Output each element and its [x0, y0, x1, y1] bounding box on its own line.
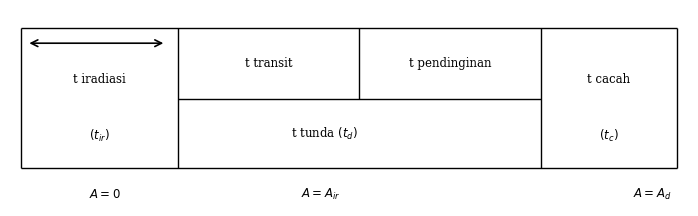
Text: t iradiasi: t iradiasi [73, 73, 126, 86]
Text: $(t_c)$: $(t_c)$ [599, 128, 619, 144]
Text: t cacah: t cacah [588, 73, 630, 86]
Text: t pendinginan: t pendinginan [409, 57, 491, 70]
Text: t tunda $(t_d)$: t tunda $(t_d)$ [291, 126, 358, 142]
Text: $A=0$: $A=0$ [89, 188, 121, 201]
Text: $(t_{ir})$: $(t_{ir})$ [89, 128, 110, 144]
Text: $A=A_{ir}$: $A=A_{ir}$ [302, 187, 341, 202]
Text: t transit: t transit [245, 57, 292, 70]
Text: $A=A_d$: $A=A_d$ [633, 187, 672, 202]
